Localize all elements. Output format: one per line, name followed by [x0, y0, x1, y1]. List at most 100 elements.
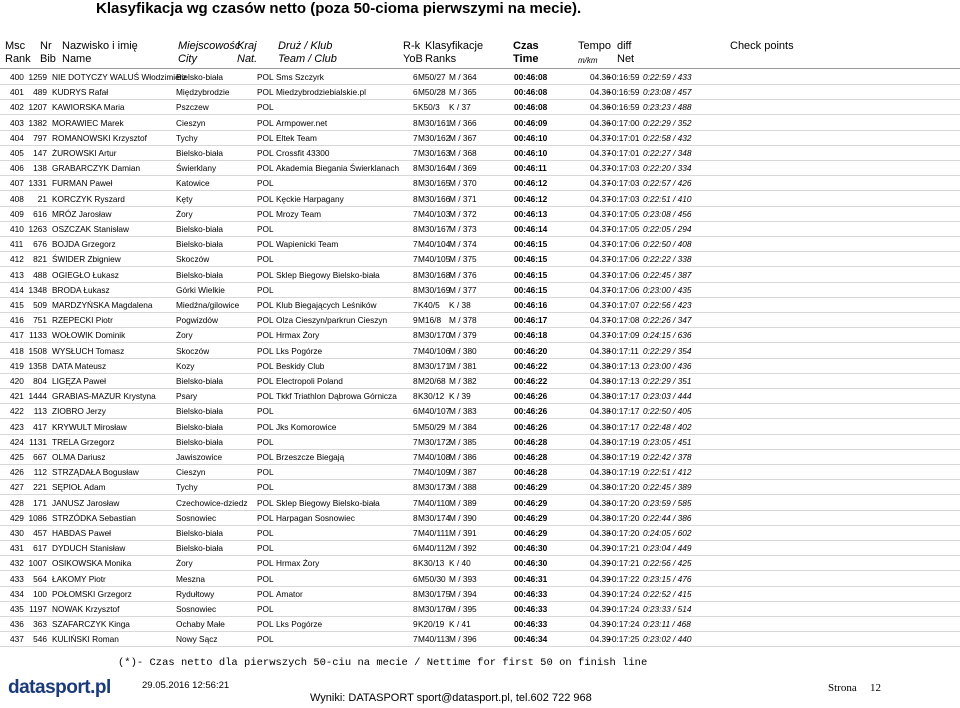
yob: 5: [413, 421, 418, 432]
result-row: 427 221 SĘPIOŁ Adam Tychy POL 8 M30/173 M / 388…: [0, 479, 960, 496]
name: MORAWIEC Marek: [52, 117, 124, 128]
diff: +0:17:20: [607, 497, 640, 508]
net: 0:22:27 / 348: [643, 148, 692, 158]
net: 0:23:08 / 457: [643, 87, 692, 98]
net: 0:24:15 / 636: [643, 330, 692, 341]
time: 00:46:09: [514, 117, 548, 128]
time: 00:46:20: [514, 345, 548, 356]
diff: +0:17:05: [607, 224, 640, 234]
diff: +0:17:13: [607, 360, 640, 371]
column-subheader: m/km: [578, 56, 598, 65]
pace: 04.38: [590, 406, 611, 417]
city: Żory: [176, 558, 193, 569]
category: M40/109: [418, 467, 451, 478]
result-row: 414 1348 BRODA Łukasz Górki Wielkie POL 8 M30/…: [0, 282, 960, 298]
name: DATA Mateusz: [52, 360, 107, 371]
rank: 415: [10, 300, 24, 310]
gender-rank: M / 374: [449, 239, 477, 250]
pace: 04.39: [590, 573, 611, 584]
rank: 418: [10, 345, 24, 356]
city: Jawiszowice: [176, 452, 223, 462]
gender-rank: M / 396: [449, 634, 477, 645]
yob: 7: [413, 345, 418, 356]
pace: 04.38: [590, 482, 611, 493]
rank: 404: [10, 132, 24, 143]
yob: 8: [413, 193, 418, 204]
net: 0:22:44 / 386: [643, 512, 692, 523]
time: 00:46:15: [514, 254, 548, 265]
nat: POL: [257, 482, 274, 493]
time: 00:46:15: [514, 269, 548, 280]
header-rule: [0, 68, 960, 69]
rank: 403: [10, 117, 24, 128]
category: M30/168: [418, 269, 451, 280]
net: 0:22:56 / 425: [643, 558, 692, 569]
pace: 04.38: [590, 345, 611, 356]
pace: 04.39: [590, 558, 611, 569]
name: GRABIAS-MAZUR Krystyna: [52, 391, 156, 402]
yob: 8: [413, 512, 418, 523]
bib: 804: [33, 376, 47, 386]
result-row: 435 1197 NOWAK Krzysztof Sosnowiec POL 8 M30/1…: [0, 601, 960, 617]
result-row: 412 821 ŚWIDER Zbigniew Skoczów POL 7 M40/105 M…: [0, 251, 960, 268]
nat: POL: [257, 543, 274, 554]
gender-rank: M / 395: [449, 604, 477, 614]
pace: 04.39: [590, 619, 611, 630]
name: OGIEGŁO Łukasz: [52, 269, 119, 280]
yob: 6: [413, 406, 418, 417]
pace: 04.38: [590, 436, 611, 447]
yob: 8: [413, 604, 418, 614]
city: Bielsko-biała: [176, 406, 224, 417]
result-row: 425 667 OLMA Dariusz Jawiszowice POL Brzeszcz…: [0, 449, 960, 465]
gender-rank: M / 384: [449, 421, 477, 432]
category: M40/112: [418, 543, 450, 554]
net: 0:22:20 / 334: [643, 163, 692, 174]
rank: 407: [10, 178, 24, 189]
city: Bielsko-biała: [176, 224, 224, 234]
club: Lks Pogórze: [276, 345, 323, 356]
pace: 04.37: [590, 254, 611, 265]
pace: 04.37: [590, 300, 611, 310]
category: M40/105: [418, 254, 451, 265]
diff: +0:17:19: [607, 467, 640, 478]
category: M30/161: [418, 117, 451, 128]
nat: POL: [257, 178, 274, 189]
nat: POL: [257, 406, 274, 417]
time: 00:46:33: [514, 619, 548, 630]
time: 00:46:29: [514, 512, 548, 523]
category: K50/3: [418, 102, 440, 113]
city: Ochaby Małe: [176, 619, 225, 630]
name: FURMAN Paweł: [52, 178, 113, 189]
gender-rank: M / 386: [449, 452, 477, 462]
rank: 401: [10, 87, 24, 98]
column-header: Klasyfikacje: [425, 40, 484, 52]
time: 00:46:08: [514, 102, 548, 113]
column-subheader: Ranks: [425, 53, 457, 65]
diff: +0:17:20: [607, 528, 640, 538]
result-row: 405 147 ŻUROWSKI Artur Bielsko-biała POL Cros…: [0, 145, 960, 161]
net: 0:22:50 / 408: [643, 239, 692, 250]
club: Tkkf Triathlon Dąbrowa Górnicza: [276, 391, 397, 402]
name: TRELA Grzegorz: [52, 436, 115, 447]
gender-rank: M / 388: [449, 482, 477, 493]
yob: 8: [413, 163, 418, 174]
nat: POL: [257, 208, 274, 219]
city: Katowice: [176, 178, 210, 189]
rank: 400: [10, 72, 24, 82]
diff: +0:17:07: [607, 300, 640, 310]
gender-rank: K / 38: [449, 300, 471, 310]
diff: +0:17:01: [607, 148, 640, 158]
yob: 8: [413, 558, 418, 569]
nat: POL: [257, 619, 274, 630]
yob: 8: [413, 269, 418, 280]
category: M40/107: [418, 406, 451, 417]
bib: 509: [33, 300, 47, 310]
time: 00:46:18: [514, 330, 548, 341]
net: 0:23:05 / 451: [643, 436, 692, 447]
gender-rank: M / 381: [449, 360, 477, 371]
net: 0:23:02 / 440: [643, 634, 692, 645]
category: M40/106: [418, 345, 451, 356]
pace: 04.36: [590, 87, 611, 98]
category: M30/174: [418, 512, 451, 523]
rank: 402: [10, 102, 24, 113]
